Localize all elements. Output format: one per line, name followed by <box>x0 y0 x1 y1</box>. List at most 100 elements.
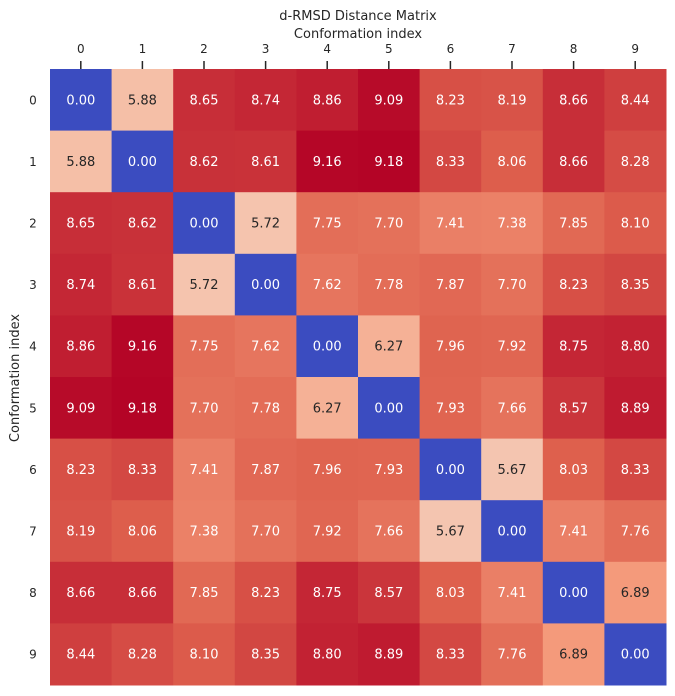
heatmap-cell-8-9 <box>604 561 667 624</box>
cell-value-label-9-4: 8.80 <box>313 648 342 663</box>
cell-value-label-1-1: 0.00 <box>128 155 157 170</box>
cell-value-label-6-1: 8.33 <box>128 463 157 478</box>
heatmap-cell-6-3 <box>234 438 297 501</box>
heatmap-cell-4-4 <box>296 315 359 378</box>
heatmap-cell-7-3 <box>234 500 297 563</box>
cell-value-label-6-7: 5.67 <box>498 463 527 478</box>
y-tick-label-7: 7 <box>29 525 37 539</box>
cell-value-label-2-2: 0.00 <box>190 217 219 232</box>
cell-value-label-8-7: 7.41 <box>498 586 527 601</box>
cell-value-label-7-1: 8.06 <box>128 525 157 540</box>
heatmap-cell-2-1 <box>111 192 174 255</box>
cell-value-label-3-1: 8.61 <box>128 278 157 293</box>
y-tick-label-0: 0 <box>29 93 37 107</box>
y-tick-label-2: 2 <box>29 217 37 231</box>
cell-value-label-2-5: 7.70 <box>374 217 403 232</box>
heatmap-cell-4-1 <box>111 315 174 378</box>
heatmap-cell-5-0 <box>50 377 113 440</box>
cell-value-label-3-6: 7.87 <box>436 278 465 293</box>
cell-value-label-5-9: 8.89 <box>621 401 650 416</box>
cell-value-label-9-7: 7.76 <box>498 648 527 663</box>
heatmap-cell-4-5 <box>358 315 421 378</box>
heatmap-cell-8-7 <box>481 561 544 624</box>
cell-value-label-7-4: 7.92 <box>313 525 342 540</box>
heatmap-cell-6-2 <box>173 438 236 501</box>
cell-value-label-0-3: 8.74 <box>251 93 280 108</box>
heatmap-cell-3-3 <box>234 253 297 316</box>
x-axis-label: Conformation index <box>294 27 422 42</box>
heatmap-cell-2-5 <box>358 192 421 255</box>
heatmap-cell-3-1 <box>111 253 174 316</box>
x-tick-label-5: 5 <box>385 42 393 56</box>
heatmap-cell-0-3 <box>234 69 297 132</box>
heatmap-cell-9-1 <box>111 623 174 686</box>
cell-value-label-7-9: 7.76 <box>621 525 650 540</box>
cell-value-label-5-8: 8.57 <box>559 401 588 416</box>
cell-value-label-4-3: 7.62 <box>251 340 280 355</box>
cell-value-label-6-6: 0.00 <box>436 463 465 478</box>
cell-value-label-5-4: 6.27 <box>313 401 342 416</box>
heatmap-cell-7-7 <box>481 500 544 563</box>
heatmap-cell-6-5 <box>358 438 421 501</box>
heatmap-cell-9-3 <box>234 623 297 686</box>
heatmap-cell-3-7 <box>481 253 544 316</box>
cell-value-label-6-0: 8.23 <box>66 463 95 478</box>
cell-value-label-9-1: 8.28 <box>128 648 157 663</box>
heatmap-cell-1-8 <box>542 130 605 193</box>
cell-value-label-3-0: 8.74 <box>66 278 95 293</box>
heatmap-cell-7-1 <box>111 500 174 563</box>
cell-value-label-8-3: 8.23 <box>251 586 280 601</box>
cell-value-label-8-9: 6.89 <box>621 586 650 601</box>
cell-value-label-0-7: 8.19 <box>498 93 527 108</box>
heatmap-cell-1-7 <box>481 130 544 193</box>
heatmap-cell-3-5 <box>358 253 421 316</box>
cell-value-label-4-0: 8.86 <box>66 340 95 355</box>
cell-value-label-2-8: 7.85 <box>559 217 588 232</box>
cell-value-label-1-6: 8.33 <box>436 155 465 170</box>
y-tick-label-6: 6 <box>29 463 37 477</box>
heatmap-cell-8-5 <box>358 561 421 624</box>
heatmap-cell-9-2 <box>173 623 236 686</box>
cell-value-label-1-9: 8.28 <box>621 155 650 170</box>
cell-value-label-0-6: 8.23 <box>436 93 465 108</box>
cell-value-label-8-1: 8.66 <box>128 586 157 601</box>
heatmap-cell-4-0 <box>50 315 113 378</box>
heatmap-cell-5-3 <box>234 377 297 440</box>
x-tick-group: 0 1 2 3 4 5 6 7 8 9 <box>77 42 639 69</box>
heatmap-cell-9-0 <box>50 623 113 686</box>
heatmap-cell-0-5 <box>358 69 421 132</box>
cell-value-label-0-8: 8.66 <box>559 93 588 108</box>
cell-value-label-4-8: 8.75 <box>559 340 588 355</box>
cell-value-label-9-9: 0.00 <box>621 648 650 663</box>
heatmap-cell-3-2 <box>173 253 236 316</box>
heatmap-cell-2-9 <box>604 192 667 255</box>
heatmap-cell-1-0 <box>50 130 113 193</box>
heatmap-cell-9-8 <box>542 623 605 686</box>
cell-value-label-8-5: 8.57 <box>374 586 403 601</box>
cell-value-label-4-9: 8.80 <box>621 340 650 355</box>
cell-value-label-0-9: 8.44 <box>621 93 650 108</box>
heatmap-cell-6-7 <box>481 438 544 501</box>
heatmap-cell-5-8 <box>542 377 605 440</box>
heatmap-cell-4-3 <box>234 315 297 378</box>
heatmap-cell-2-7 <box>481 192 544 255</box>
chart-title: d-RMSD Distance Matrix <box>279 9 437 24</box>
cell-value-label-8-0: 8.66 <box>66 586 95 601</box>
heatmap-cell-8-2 <box>173 561 236 624</box>
y-axis-label: Conformation index <box>8 314 23 442</box>
heatmap-cell-3-9 <box>604 253 667 316</box>
heatmap-cell-1-2 <box>173 130 236 193</box>
x-tick-label-1: 1 <box>139 42 147 56</box>
cell-value-label-1-4: 9.16 <box>313 155 342 170</box>
heatmap-cell-2-3 <box>234 192 297 255</box>
heatmap-cell-8-8 <box>542 561 605 624</box>
cell-value-label-6-8: 8.03 <box>559 463 588 478</box>
cell-value-label-2-7: 7.38 <box>498 217 527 232</box>
heatmap-cell-7-6 <box>419 500 482 563</box>
cell-value-label-0-5: 9.09 <box>374 93 403 108</box>
cell-value-label-4-1: 9.16 <box>128 340 157 355</box>
x-tick-label-8: 8 <box>570 42 578 56</box>
heatmap-cell-1-6 <box>419 130 482 193</box>
heatmap-cell-7-8 <box>542 500 605 563</box>
